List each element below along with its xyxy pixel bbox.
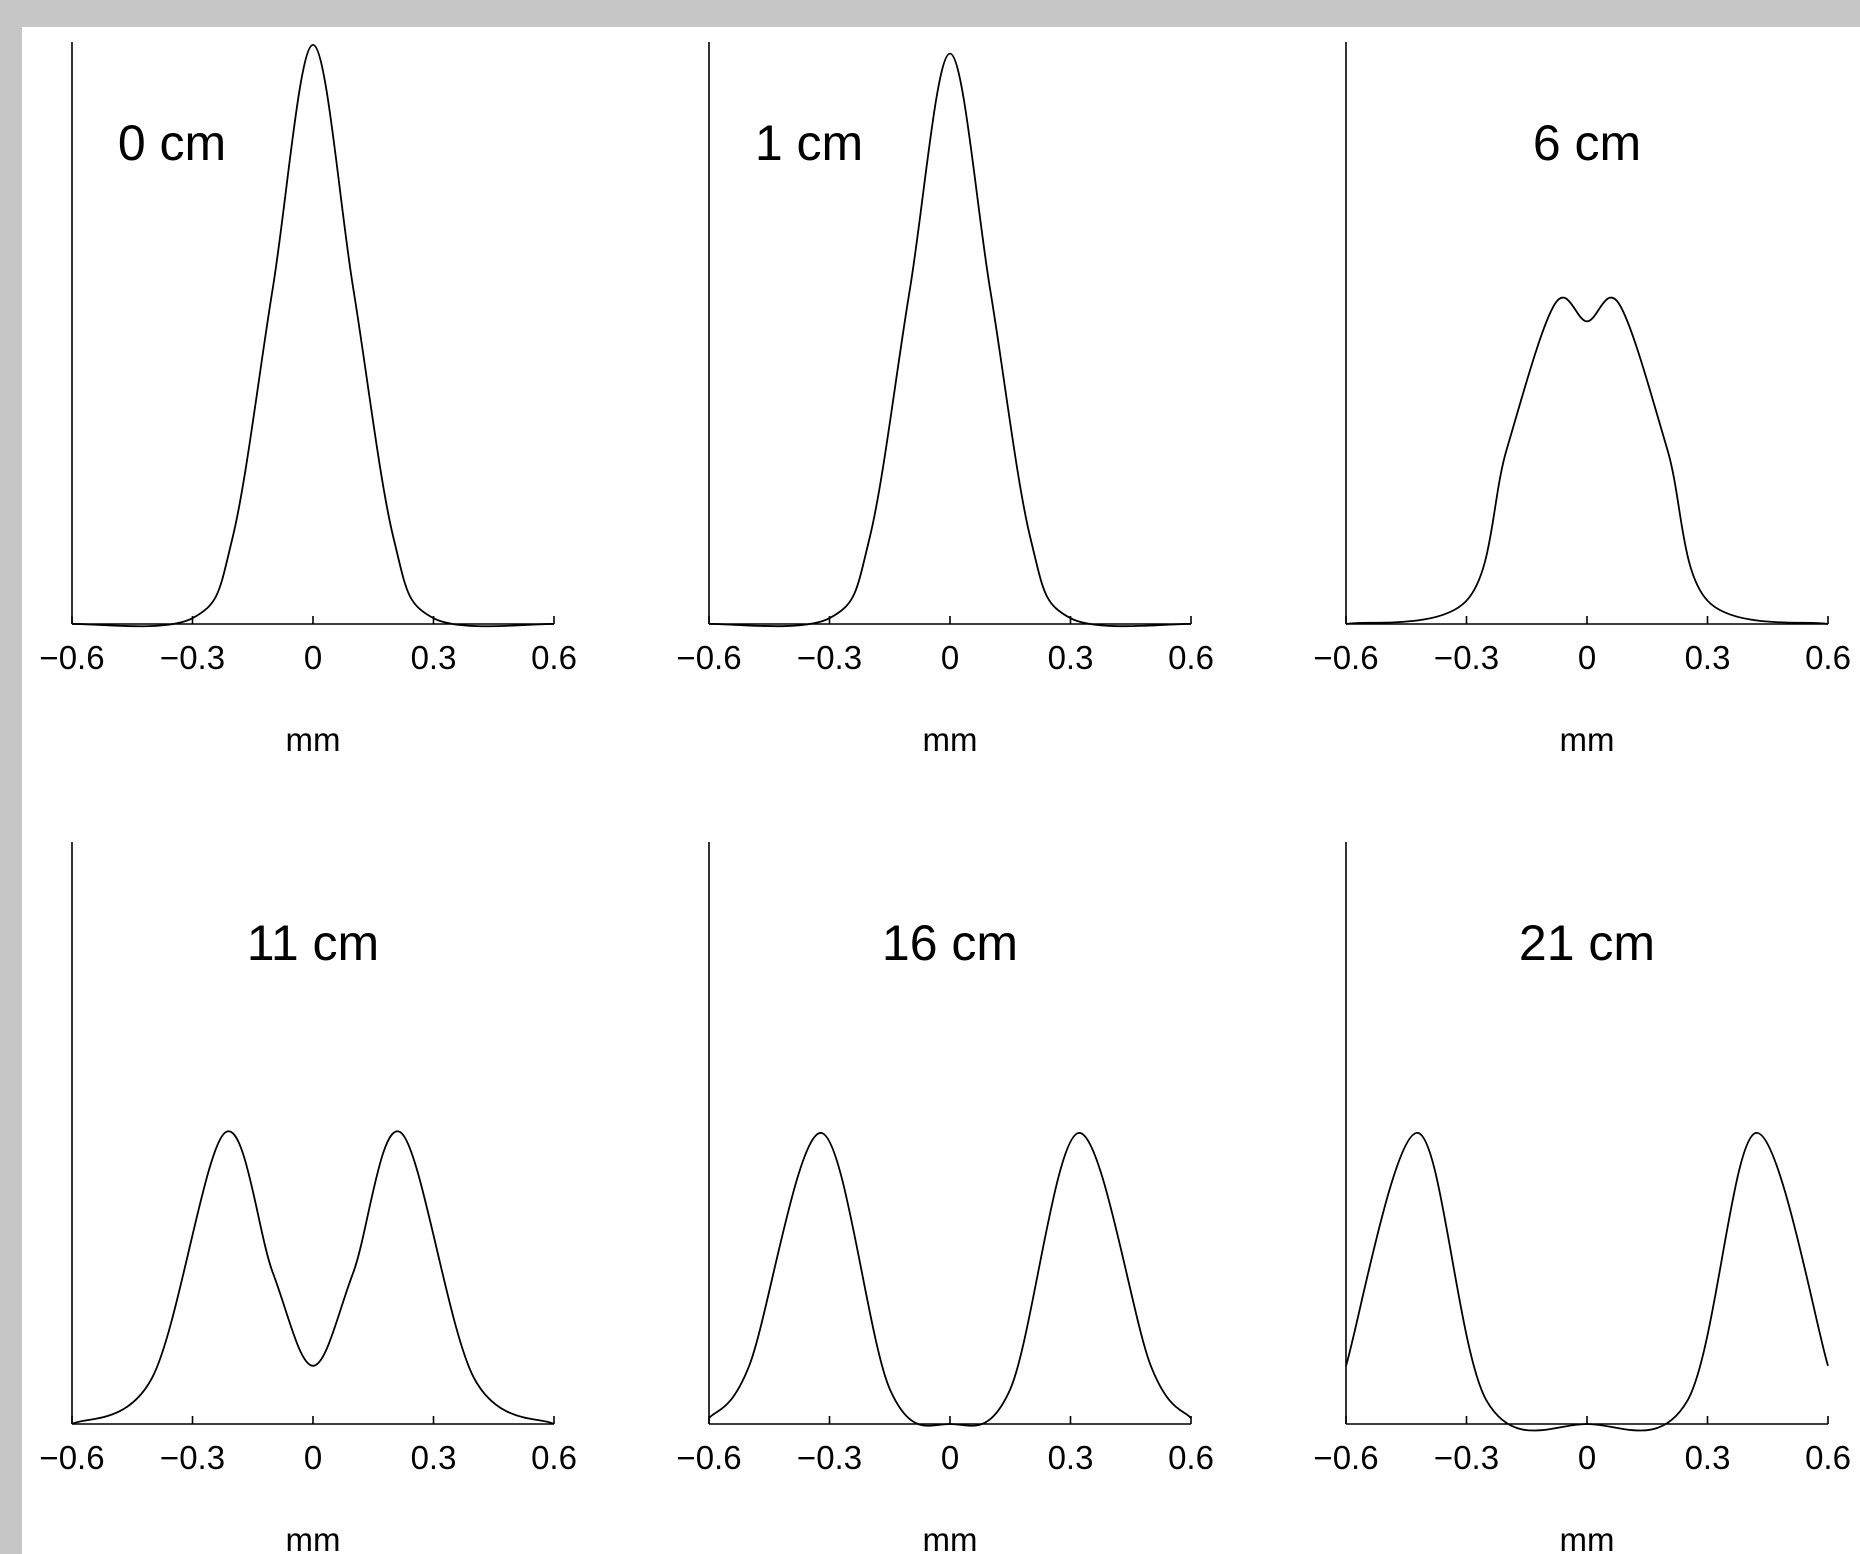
x-tick-label: −0.3 xyxy=(797,639,862,676)
series-line xyxy=(71,1130,555,1425)
panel-title: 0 cm xyxy=(118,115,226,171)
x-tick-label: −0.3 xyxy=(160,1439,225,1476)
x-tick-label: −0.6 xyxy=(1313,639,1378,676)
x-tick-label: 0.3 xyxy=(1048,1439,1094,1476)
x-tick-label: −0.6 xyxy=(39,639,104,676)
x-tick-label: 0 xyxy=(941,1439,959,1476)
x-tick-label: 0 xyxy=(304,1439,322,1476)
x-tick-label: −0.3 xyxy=(797,1439,862,1476)
x-tick-label: 0.3 xyxy=(1685,1439,1731,1476)
x-tick-label: −0.3 xyxy=(1434,639,1499,676)
x-tick-label: 0 xyxy=(941,639,959,676)
x-tick-label: 0.3 xyxy=(1048,639,1094,676)
x-tick-label: 0.6 xyxy=(1168,639,1214,676)
x-axis-title: mm xyxy=(286,721,341,758)
x-tick-label: 0.6 xyxy=(1805,1439,1851,1476)
x-tick-label: 0.3 xyxy=(411,1439,457,1476)
x-axis-title: mm xyxy=(923,1521,978,1554)
series-line xyxy=(708,1132,1192,1427)
series-line xyxy=(708,52,1192,628)
x-axis-title: mm xyxy=(1560,1521,1615,1554)
series-line xyxy=(71,43,555,628)
x-tick-label: −0.6 xyxy=(39,1439,104,1476)
x-axis-title: mm xyxy=(286,1521,341,1554)
small-multiples-figure: −0.6 −0.3 0 0.3 0.6 mm 0 cm −0.6 −0.3 0 0.3 0.6 mm 1 … xyxy=(39,42,1851,1554)
figure-canvas: −0.6 −0.3 0 0.3 0.6 mm 0 cm −0.6 −0.3 0 0.3 0.6 mm 1 … xyxy=(22,27,1860,1554)
x-tick-label: 0.6 xyxy=(1805,639,1851,676)
panel-title: 21 cm xyxy=(1519,915,1655,971)
x-tick-label: −0.6 xyxy=(676,639,741,676)
x-axis-title: mm xyxy=(923,721,978,758)
x-tick-label: −0.6 xyxy=(676,1439,741,1476)
x-tick-label: −0.3 xyxy=(1434,1439,1499,1476)
x-tick-label: 0.6 xyxy=(1168,1439,1214,1476)
panel-title: 11 cm xyxy=(247,915,379,971)
panel-title: 6 cm xyxy=(1533,115,1641,171)
x-tick-label: 0 xyxy=(1578,1439,1596,1476)
x-tick-label: −0.6 xyxy=(1313,1439,1378,1476)
panel-title: 1 cm xyxy=(755,115,863,171)
x-tick-label: 0 xyxy=(1578,639,1596,676)
series-line xyxy=(1345,1132,1829,1432)
x-tick-label: 0 xyxy=(304,639,322,676)
x-tick-label: −0.3 xyxy=(160,639,225,676)
x-tick-label: 0.6 xyxy=(531,639,577,676)
series-line xyxy=(1345,296,1829,625)
x-axis-title: mm xyxy=(1560,721,1615,758)
x-tick-label: 0.3 xyxy=(411,639,457,676)
x-tick-label: 0.6 xyxy=(531,1439,577,1476)
x-tick-label: 0.3 xyxy=(1685,639,1731,676)
panel-title: 16 cm xyxy=(882,915,1018,971)
